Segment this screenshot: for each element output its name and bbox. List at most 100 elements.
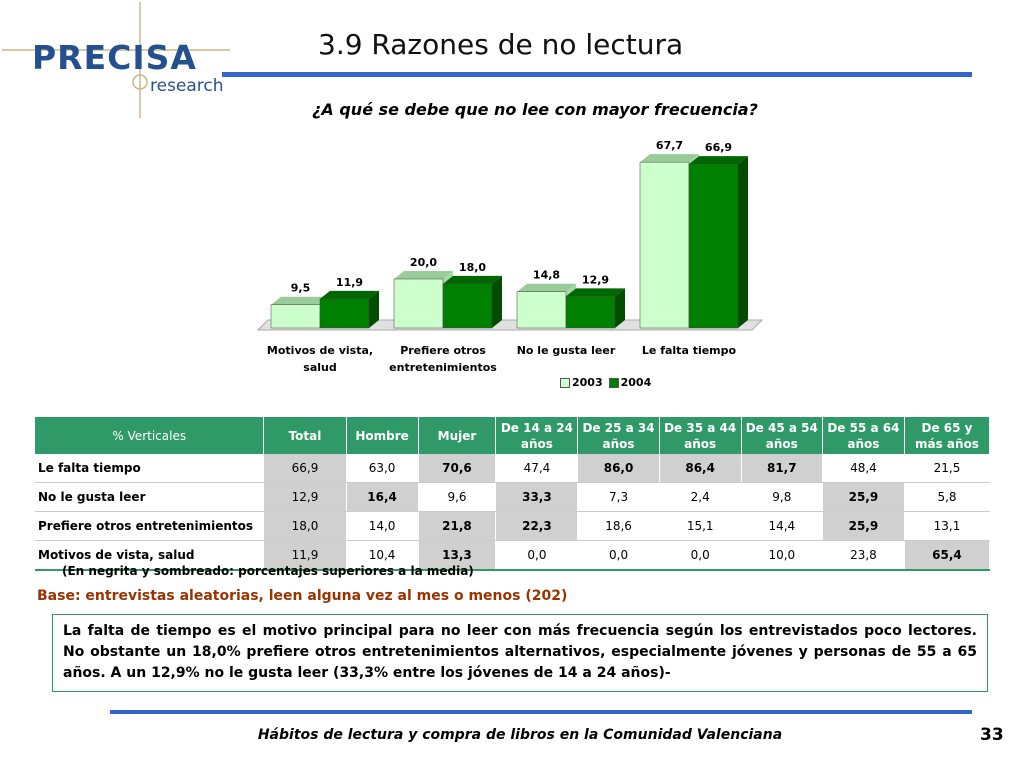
- bar: [442, 283, 493, 329]
- x-tick-label: No le gusta leer: [516, 344, 616, 357]
- bar: [393, 278, 444, 329]
- bar-side: [615, 288, 625, 328]
- value-label: 18,0: [459, 261, 486, 274]
- cell: 10,0: [741, 540, 823, 571]
- cell: 10,4: [346, 540, 419, 571]
- footer-text: Hábitos de lectura y compra de libros en…: [257, 727, 783, 743]
- column-header: Mujer: [418, 417, 497, 454]
- bar: [516, 291, 567, 329]
- bar-top: [566, 288, 625, 297]
- cell: 9,6: [418, 482, 497, 512]
- column-header: Hombre: [346, 417, 419, 454]
- legend-label: 2004: [620, 376, 652, 389]
- title-rule: [222, 72, 972, 77]
- legend: 2003 2004: [560, 376, 651, 389]
- cell: 65,4: [904, 540, 991, 571]
- cell: 70,6: [418, 454, 497, 483]
- bar-top: [689, 156, 748, 165]
- bar-top: [443, 275, 502, 284]
- bar-top: [271, 296, 330, 305]
- bar: [565, 296, 616, 329]
- x-tick-label: Motivos de vista, salud: [266, 344, 374, 374]
- cell: 16,4: [346, 482, 419, 512]
- cell: 86,0: [577, 454, 660, 483]
- cell: 25,9: [822, 511, 905, 541]
- cell: 63,0: [346, 454, 419, 483]
- column-header: De 35 a 44 años: [659, 417, 742, 454]
- table-row: No le gusta leer 12,9 16,4 9,6 33,3 7,3 2,4 9,8…: [35, 482, 991, 512]
- bar: [270, 304, 321, 329]
- cell: 21,8: [418, 511, 497, 541]
- logo-circle: [132, 74, 148, 90]
- x-tick-label: Prefiere otros entretenimientos: [389, 344, 497, 374]
- cell: 9,8: [741, 482, 823, 512]
- cell: 47,4: [495, 454, 579, 483]
- data-table: % Verticales Total Hombre Mujer De 14 a 24 a…: [35, 417, 991, 571]
- cell: 0,0: [659, 540, 742, 571]
- cell: 48,4: [822, 454, 905, 483]
- cell: 81,7: [741, 454, 823, 483]
- cell: 14,0: [346, 511, 419, 541]
- legend-label: 2003: [572, 376, 603, 389]
- cell: 15,1: [659, 511, 742, 541]
- table-row: Prefiere otros entretenimientos 18,0 14,0 2…: [35, 511, 991, 541]
- cell: 25,9: [822, 482, 905, 512]
- bar-side: [492, 275, 502, 328]
- value-label: 12,9: [582, 273, 609, 286]
- bar-top: [394, 271, 453, 279]
- cell: 13,3: [418, 540, 497, 571]
- column-header: De 25 a 34 años: [577, 417, 660, 454]
- bar-side: [369, 290, 379, 328]
- summary-box: La falta de tiempo es el motivo principa…: [52, 614, 988, 692]
- bar: [319, 298, 370, 329]
- cell: 18,0: [263, 511, 347, 541]
- column-header: De 55 a 64 años: [822, 417, 905, 454]
- x-tick-label: Le falta tiempo: [641, 344, 737, 357]
- column-header: De 45 a 54 años: [741, 417, 823, 454]
- legend-item: 2003: [560, 376, 603, 389]
- bar-top: [320, 290, 379, 299]
- cell: 5,8: [904, 482, 991, 512]
- row-label: No le gusta leer: [35, 482, 265, 512]
- column-header: De 14 a 24 años: [495, 417, 579, 454]
- cell: 13,1: [904, 511, 991, 541]
- legend-swatch: [560, 377, 570, 388]
- cell: 66,9: [263, 454, 347, 483]
- legend-item: 2004: [608, 376, 652, 389]
- column-header: % Verticales: [35, 417, 265, 454]
- chart-title: ¿A qué se debe que no lee con mayor frec…: [312, 100, 758, 119]
- value-label: 20,0: [410, 256, 437, 269]
- value-label: 66,9: [705, 141, 732, 154]
- title: 3.9 Razones de no lectura: [318, 28, 684, 61]
- bar-top: [517, 283, 576, 292]
- footer-rule: [110, 710, 972, 714]
- logo-sub: research: [150, 76, 224, 96]
- cell: 18,6: [577, 511, 660, 541]
- cell: 33,3: [495, 482, 579, 512]
- value-label: 9,5: [291, 282, 311, 295]
- row-label: Motivos de vista, salud: [35, 540, 265, 571]
- bar-side: [738, 156, 748, 328]
- cell: 7,3: [577, 482, 660, 512]
- cell: 86,4: [659, 454, 742, 483]
- cell: 21,5: [904, 454, 991, 483]
- cell: 22,3: [495, 511, 579, 541]
- bar: [688, 163, 739, 329]
- base-text: Base: entrevistas aleatorias, leen algun…: [37, 588, 568, 604]
- chart-floor: [256, 319, 764, 331]
- bar: [639, 161, 690, 329]
- cell: 23,8: [822, 540, 905, 571]
- column-header: De 65 y más años: [904, 417, 991, 454]
- cell: 2,4: [659, 482, 742, 512]
- cell: 0,0: [495, 540, 579, 571]
- row-label: Le falta tiempo: [35, 454, 265, 483]
- cell: 11,9: [263, 540, 347, 571]
- value-label: 67,7: [656, 139, 683, 152]
- table-row: Le falta tiempo 66,9 63,0 70,6 47,4 86,0 86,4 8…: [35, 454, 991, 483]
- table-note: (En negrita y sombreado: porcentajes sup…: [62, 564, 474, 578]
- bar-top: [640, 154, 699, 163]
- cell: 14,4: [741, 511, 823, 541]
- legend-swatch: [608, 377, 619, 388]
